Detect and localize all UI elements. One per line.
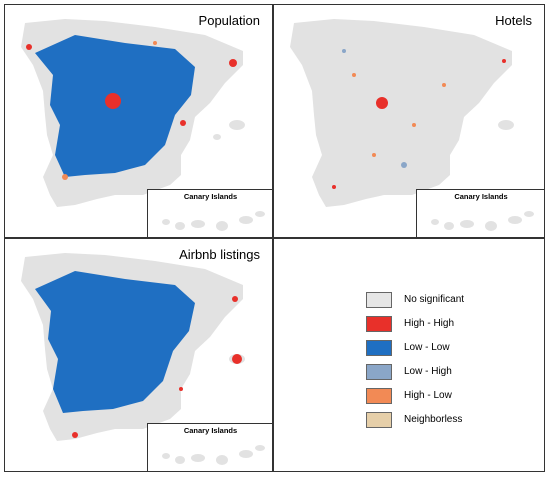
high-low-cluster: [352, 73, 356, 77]
island: [175, 456, 185, 464]
madrid-high-high: [376, 97, 388, 109]
inset-title: Canary Islands: [183, 192, 238, 201]
high-low-cluster: [442, 83, 446, 87]
legend-swatch: [366, 292, 392, 308]
island: [191, 454, 205, 462]
high-low-cluster: [412, 123, 416, 127]
panel-title: Airbnb listings: [179, 247, 260, 262]
island: [460, 220, 474, 228]
canary-islands-map: [431, 211, 534, 231]
legend-item: High - High: [366, 316, 516, 334]
island: [255, 445, 265, 451]
iberia-landmass: [290, 19, 514, 207]
legend-item: Neighborless: [366, 412, 516, 430]
island: [524, 211, 534, 217]
hotels-map-panel: Hotels Canary Islands: [273, 4, 545, 238]
island: [216, 221, 228, 231]
balearic-high-high: [232, 354, 242, 364]
legend-label: No significant: [404, 294, 465, 305]
low-low-cluster: [35, 271, 195, 413]
low-high-cluster: [342, 49, 346, 53]
legend-label: Low - High: [404, 366, 452, 377]
high-high-clusters: [332, 59, 506, 189]
barcelona-high-high: [229, 59, 237, 67]
high-low-cluster: [62, 174, 68, 180]
legend-label: High - Low: [404, 390, 452, 401]
island: [162, 219, 170, 225]
high-low-clusters: [62, 41, 157, 180]
population-map-panel: Population Canary Islands: [4, 4, 273, 238]
low-high-clusters: [342, 49, 407, 168]
island: [175, 222, 185, 230]
coast-high-high: [179, 387, 183, 391]
hotels-map: [290, 19, 514, 207]
balearic-islands-small: [213, 134, 221, 140]
island: [216, 455, 228, 465]
legend-swatch: [366, 388, 392, 404]
valencia-high-high: [180, 120, 186, 126]
legend-label: Low - Low: [404, 342, 450, 353]
low-low-clusters: [35, 271, 195, 413]
high-low-cluster: [372, 153, 376, 157]
legend-panel: [273, 238, 545, 472]
high-high-clusters: [26, 44, 237, 126]
population-map: [21, 19, 245, 207]
legend-item: Low - High: [366, 364, 516, 382]
island: [508, 216, 522, 224]
coast-high-high: [72, 432, 78, 438]
island: [162, 453, 170, 459]
island: [239, 216, 253, 224]
spain-shape: [290, 19, 512, 207]
legend-swatch: [366, 316, 392, 332]
coast-high-high: [502, 59, 506, 63]
coast-high-high: [332, 185, 336, 189]
canary-islands-inset: Canary Islands: [147, 189, 272, 237]
balearic-islands: [229, 120, 245, 130]
canary-islands-map: [162, 445, 265, 465]
coast-high-high: [232, 296, 238, 302]
legend-swatch: [366, 364, 392, 380]
legend-item: Low - Low: [366, 340, 516, 358]
airbnb-map-panel: Airbnb listings Canary Islands: [4, 238, 273, 472]
island: [444, 222, 454, 230]
legend-swatch: [366, 340, 392, 356]
madrid-high-high: [105, 93, 121, 109]
airbnb-map: [21, 253, 245, 441]
panel-title: Population: [198, 13, 260, 28]
legend-item: No significant: [366, 292, 516, 310]
island: [431, 219, 439, 225]
coast-high-high: [26, 44, 32, 50]
island: [255, 211, 265, 217]
legend-label: Neighborless: [404, 414, 463, 425]
balearic-islands: [498, 120, 514, 130]
high-low-cluster: [153, 41, 157, 45]
canary-islands-inset: Canary Islands: [147, 423, 272, 471]
island: [239, 450, 253, 458]
inset-title: Canary Islands: [183, 426, 238, 435]
low-high-cluster: [401, 162, 407, 168]
island: [485, 221, 497, 231]
canary-islands-map: [162, 211, 265, 231]
panel-title: Hotels: [495, 13, 532, 28]
island: [191, 220, 205, 228]
legend-item: High - Low: [366, 388, 516, 406]
high-low-clusters: [352, 73, 446, 157]
legend-swatch: [366, 412, 392, 428]
inset-title: Canary Islands: [454, 192, 508, 201]
high-high-clusters: [72, 296, 242, 438]
canary-islands-inset: Canary Islands: [416, 189, 544, 237]
legend-label: High - High: [404, 318, 455, 329]
